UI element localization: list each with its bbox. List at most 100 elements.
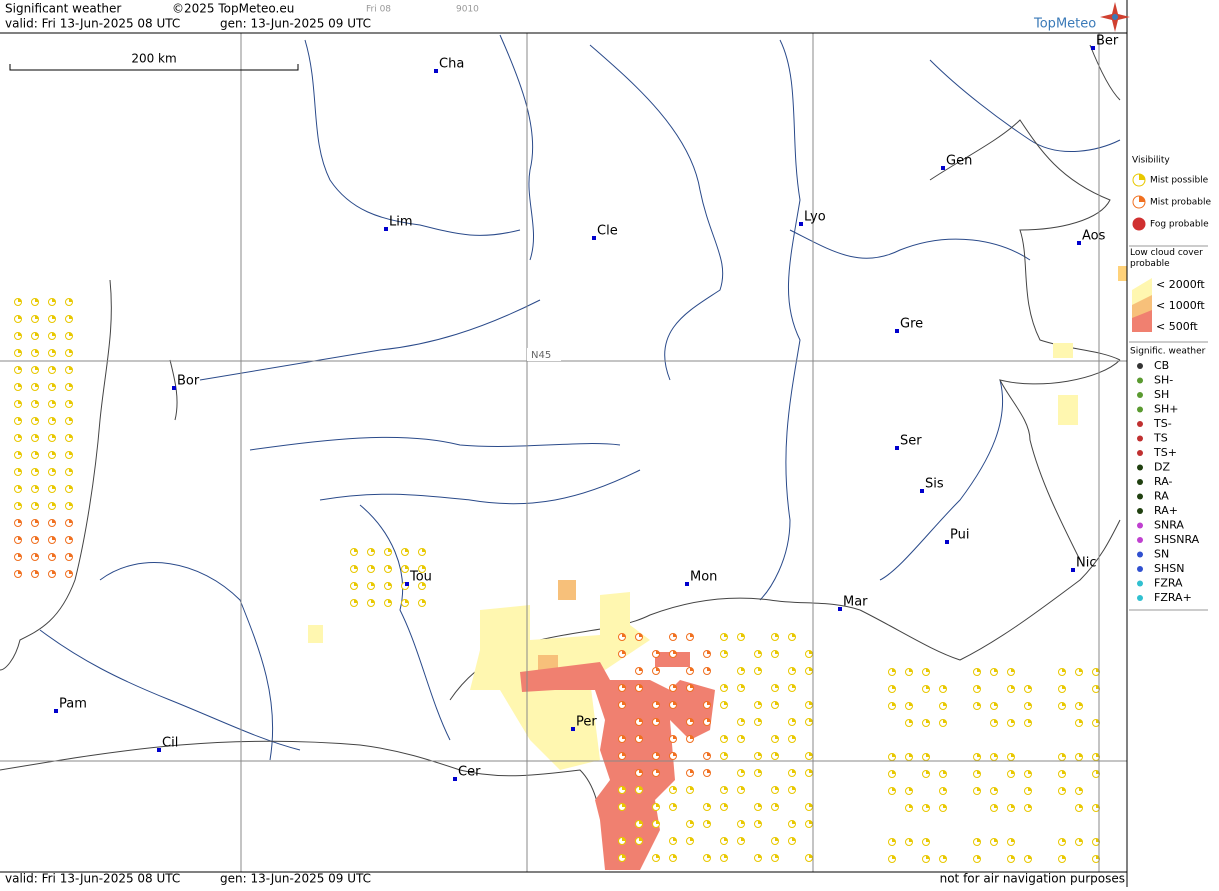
mist-fill xyxy=(622,684,626,688)
mist-fill xyxy=(1011,753,1015,757)
mist-fill xyxy=(622,803,626,807)
run: Fri 08 xyxy=(366,5,391,15)
mist-fill xyxy=(656,650,660,654)
mist-fill xyxy=(741,633,745,637)
mist-fill xyxy=(354,548,358,552)
mist-fill xyxy=(977,668,981,672)
mist-fill xyxy=(892,702,896,706)
mist-fill xyxy=(69,315,73,319)
mist-fill xyxy=(775,701,779,705)
city-marker xyxy=(405,582,409,586)
mist-fill xyxy=(673,786,677,790)
cloud-area xyxy=(1053,343,1073,358)
mist-fill xyxy=(892,838,896,842)
mist-fill xyxy=(35,451,39,455)
mist-fill xyxy=(775,854,779,858)
city-label: Cer xyxy=(458,765,481,780)
mist-fill xyxy=(52,570,56,574)
mist-fill xyxy=(1028,787,1032,791)
mist-fill xyxy=(69,366,73,370)
mist-fill xyxy=(775,735,779,739)
legend-title: Signific. weather xyxy=(1130,347,1206,357)
mist-fill xyxy=(1011,685,1015,689)
legend-item: RA- xyxy=(1154,475,1172,488)
mist-fill xyxy=(656,701,660,705)
mist-fill xyxy=(422,565,426,569)
mist-fill xyxy=(1079,804,1083,808)
legend-item: SNRA xyxy=(1154,519,1184,532)
mist-fill xyxy=(18,383,22,387)
mist-fill xyxy=(18,553,22,557)
mist-fill xyxy=(892,787,896,791)
mist-fill xyxy=(943,787,947,791)
city-label: Mar xyxy=(843,595,868,610)
mist-fill xyxy=(1079,787,1083,791)
mist-fill xyxy=(792,837,796,841)
mist-fill xyxy=(1062,753,1066,757)
mist-fill xyxy=(707,718,711,722)
city-label: Cle xyxy=(597,224,618,239)
city-label: Tou xyxy=(409,570,432,585)
city-marker xyxy=(920,489,924,493)
city-marker xyxy=(571,727,575,731)
border xyxy=(0,740,611,871)
legend-symbol xyxy=(1137,406,1143,413)
city-label: Gen xyxy=(946,154,972,169)
mist-fill xyxy=(977,855,981,859)
legend-symbol xyxy=(1137,392,1143,398)
mist-fill xyxy=(35,502,39,506)
mist-fill xyxy=(926,838,930,842)
city-label: Lyo xyxy=(804,210,826,225)
mist-fill xyxy=(809,752,813,756)
mist-fill xyxy=(52,383,56,387)
mist-fill xyxy=(639,837,643,841)
mist-fill xyxy=(405,599,409,603)
legend-symbol xyxy=(1137,537,1143,543)
legend-symbol xyxy=(1137,450,1143,456)
mist-fill xyxy=(422,548,426,552)
mist-fill xyxy=(622,837,626,841)
mist-fill xyxy=(622,854,626,858)
legend-item: Fog probable xyxy=(1150,220,1209,230)
mist-fill xyxy=(724,701,728,705)
mist-fill xyxy=(69,570,73,574)
cloud-area xyxy=(1118,266,1127,281)
legend-item: Mist possible xyxy=(1150,176,1209,186)
mist-fill xyxy=(18,332,22,336)
mist-fill xyxy=(758,854,762,858)
mist-fill xyxy=(792,684,796,688)
legend-item: TS+ xyxy=(1153,446,1177,459)
mist-fill xyxy=(52,434,56,438)
mist-fill xyxy=(741,820,745,824)
mist-fill xyxy=(673,854,677,858)
legend-item: FZRA xyxy=(1154,577,1183,590)
mist-fill xyxy=(1079,838,1083,842)
mist-fill xyxy=(792,735,796,739)
mist-fill xyxy=(656,803,660,807)
mist-fill xyxy=(69,332,73,336)
coastline xyxy=(169,359,178,421)
legend-symbol xyxy=(1137,522,1143,529)
legend-title: Visibility xyxy=(1132,156,1170,166)
legend-item: CB xyxy=(1154,359,1169,372)
mist-fill xyxy=(18,519,22,523)
legend-symbol xyxy=(1137,421,1143,427)
mist-fill xyxy=(673,735,677,739)
mist-fill xyxy=(371,548,375,552)
mist-fill xyxy=(775,633,779,637)
mist-fill xyxy=(690,718,694,722)
mist-fill xyxy=(775,786,779,790)
mist-fill xyxy=(1079,668,1083,672)
mist-fill xyxy=(792,786,796,790)
mist-fill xyxy=(690,735,694,739)
cloud-area xyxy=(520,662,715,870)
mist-fill xyxy=(977,787,981,791)
legend-item: TS xyxy=(1153,432,1168,445)
mist-fill xyxy=(673,803,677,807)
mist-fill xyxy=(724,837,728,841)
legend-symbol xyxy=(1139,196,1145,202)
mist-fill xyxy=(52,332,56,336)
mist-fill xyxy=(758,650,762,654)
mist-fill xyxy=(35,315,39,319)
mist-fill xyxy=(35,570,39,574)
